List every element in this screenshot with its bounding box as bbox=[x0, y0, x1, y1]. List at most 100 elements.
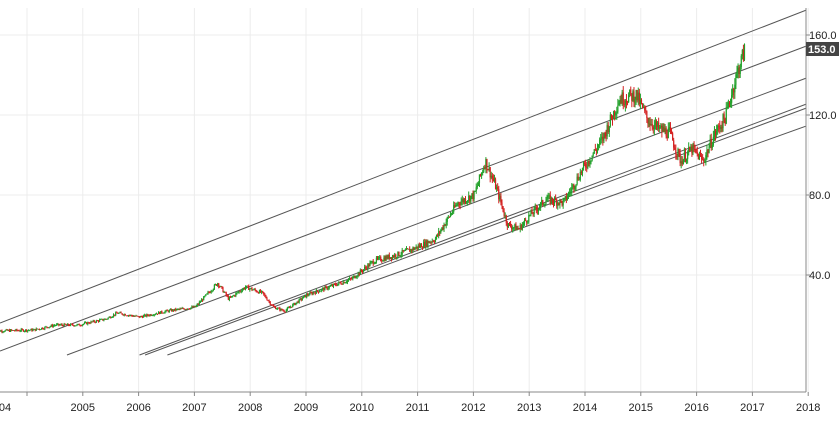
candle-body bbox=[215, 284, 218, 286]
candle-body bbox=[160, 311, 162, 314]
candle-body bbox=[286, 307, 288, 310]
candle-body bbox=[716, 130, 718, 136]
candle-body bbox=[150, 314, 152, 316]
candle-body bbox=[89, 323, 91, 325]
candle-body bbox=[299, 298, 301, 300]
candle-body bbox=[311, 292, 313, 295]
candle-body bbox=[587, 160, 589, 168]
x-tick-label-2012: 2012 bbox=[461, 402, 485, 414]
candle-body bbox=[360, 269, 363, 272]
candle-body bbox=[501, 202, 503, 207]
candle-body bbox=[500, 196, 502, 203]
candle-body bbox=[499, 196, 501, 200]
candle-body bbox=[201, 299, 204, 301]
candle-body bbox=[731, 95, 733, 103]
candle-body bbox=[352, 277, 354, 279]
candle-body bbox=[439, 231, 441, 233]
candle-body bbox=[415, 246, 417, 249]
candle-body bbox=[470, 195, 472, 202]
candle-body bbox=[740, 55, 742, 67]
candle-body bbox=[386, 256, 388, 259]
candle-body bbox=[376, 257, 379, 259]
candle-body bbox=[537, 208, 540, 212]
candle-body bbox=[577, 176, 579, 180]
candle-body bbox=[443, 224, 445, 230]
candle-body bbox=[571, 187, 573, 192]
x-tick-label-2009: 2009 bbox=[294, 402, 318, 414]
candle-body bbox=[524, 219, 527, 221]
candle-body bbox=[553, 198, 556, 204]
candle-body bbox=[399, 255, 401, 257]
candle-body bbox=[51, 324, 53, 327]
candle-body bbox=[464, 198, 467, 203]
candle-body bbox=[49, 326, 51, 328]
candle-body bbox=[536, 209, 538, 212]
candle-body bbox=[16, 329, 18, 331]
candle-body bbox=[24, 329, 27, 331]
candle-body bbox=[385, 256, 387, 261]
candle-body bbox=[517, 228, 519, 229]
candle-body bbox=[22, 329, 24, 332]
candle-body bbox=[588, 160, 590, 164]
candle-body bbox=[329, 285, 331, 287]
candle-body bbox=[679, 153, 681, 164]
candle-body bbox=[107, 317, 109, 319]
candle-body bbox=[120, 312, 122, 314]
candle-body bbox=[496, 187, 498, 190]
candle-body bbox=[346, 280, 349, 283]
candle-body bbox=[364, 267, 366, 270]
candle-body bbox=[234, 295, 236, 297]
candle-body bbox=[503, 211, 505, 216]
candle-body bbox=[631, 93, 633, 101]
candle-body bbox=[191, 306, 193, 308]
candle-body bbox=[9, 329, 12, 332]
candle-body bbox=[599, 139, 601, 145]
candle-body bbox=[53, 325, 56, 327]
candle-body bbox=[178, 308, 180, 310]
candle-body bbox=[29, 330, 31, 331]
candle-body bbox=[624, 100, 626, 105]
candle-body bbox=[551, 197, 554, 202]
candle-body bbox=[475, 187, 477, 192]
candle-body bbox=[708, 146, 710, 153]
candle-body bbox=[390, 257, 393, 259]
x-tick-label-2013: 2013 bbox=[517, 402, 541, 414]
candle-body bbox=[483, 168, 485, 172]
candle-body bbox=[660, 125, 662, 128]
candle-body bbox=[428, 241, 430, 244]
candle-body bbox=[297, 301, 299, 303]
candle-body bbox=[567, 192, 570, 198]
candle-body bbox=[505, 215, 507, 223]
candle-body bbox=[698, 154, 701, 160]
candle-body bbox=[70, 323, 72, 326]
candle-body bbox=[497, 187, 499, 190]
candle-body bbox=[238, 291, 240, 293]
candle-body bbox=[77, 323, 79, 325]
tick-labels: 04 2005 2006 2007 2008 2009 2010 2011 2012 2013 20… bbox=[0, 30, 839, 414]
candle-body bbox=[323, 288, 325, 291]
candle-body bbox=[174, 308, 176, 311]
candle-body bbox=[562, 200, 564, 206]
candle-body bbox=[726, 106, 728, 108]
candle-body bbox=[0, 330, 2, 332]
candle-body bbox=[7, 329, 9, 331]
candle-body bbox=[276, 308, 278, 310]
candle-body bbox=[608, 126, 610, 133]
candle-body bbox=[725, 107, 727, 124]
candle-body bbox=[328, 286, 330, 289]
candle-body bbox=[314, 292, 316, 294]
candle-body bbox=[489, 167, 491, 178]
candle-body bbox=[421, 247, 424, 249]
candle-body bbox=[375, 257, 378, 263]
candle-body bbox=[250, 287, 252, 289]
candle-body bbox=[85, 322, 87, 324]
candle-body bbox=[709, 138, 711, 147]
candle-body bbox=[732, 88, 734, 96]
candle-body bbox=[446, 217, 448, 222]
candle-body bbox=[50, 324, 52, 327]
candle-body bbox=[192, 306, 194, 308]
candle-body bbox=[674, 147, 676, 150]
candle-body bbox=[316, 290, 319, 292]
candle-body bbox=[164, 311, 166, 313]
candle-body bbox=[315, 290, 317, 294]
